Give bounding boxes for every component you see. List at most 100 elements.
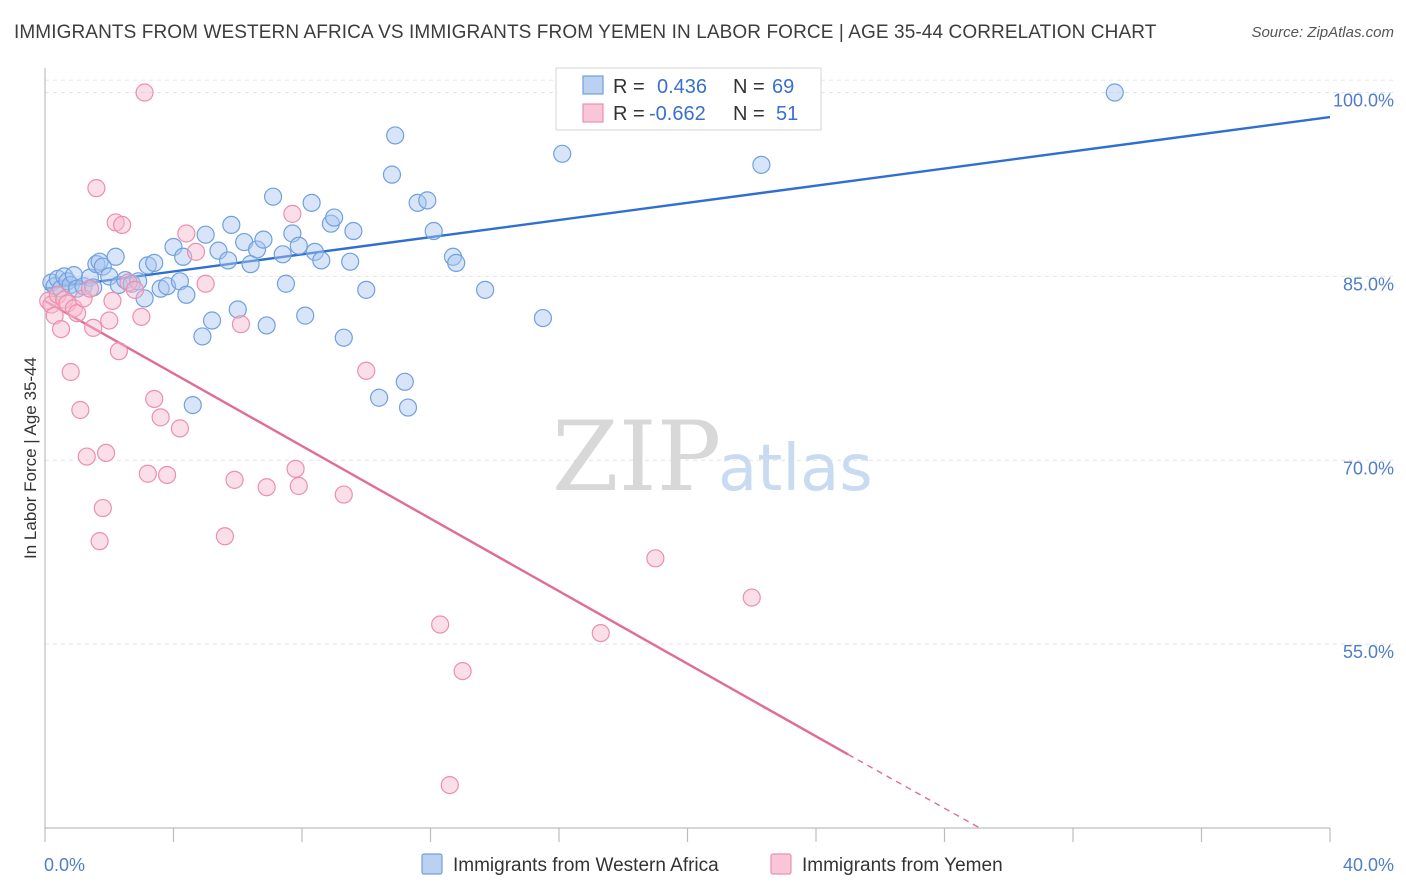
point-western-africa — [273, 245, 292, 264]
point-western-africa — [247, 240, 267, 259]
legend-r-value: 0.436 — [657, 76, 707, 98]
legend-n-label: N = — [733, 103, 765, 125]
point-yemen — [257, 478, 276, 497]
watermark: ZIP atlas — [552, 401, 873, 513]
point-yemen — [100, 311, 119, 330]
point-western-africa — [289, 236, 308, 255]
point-yemen — [591, 623, 610, 643]
point-yemen — [112, 215, 132, 235]
point-yemen — [431, 615, 450, 634]
legend-swatch-yemen — [582, 103, 604, 123]
point-western-africa — [312, 251, 331, 270]
point-yemen — [334, 485, 353, 504]
point-western-africa — [344, 221, 363, 241]
legend-swatch-western-africa — [582, 75, 604, 95]
trendline-yemen-extension — [847, 753, 981, 829]
chart-title: IMMIGRANTS FROM WESTERN AFRICA VS IMMIGR… — [14, 22, 1157, 43]
point-yemen — [87, 179, 106, 198]
point-western-africa — [382, 165, 402, 184]
point-western-africa — [447, 253, 466, 273]
point-western-africa — [106, 247, 125, 266]
point-yemen — [145, 389, 164, 409]
point-yemen — [286, 459, 305, 478]
point-western-africa — [209, 241, 228, 260]
legend-r-label: R = — [613, 76, 645, 98]
point-yemen — [84, 318, 103, 337]
data-points — [39, 83, 1124, 795]
legend-r-label: R = — [613, 103, 645, 125]
point-western-africa — [202, 311, 222, 330]
point-yemen — [151, 408, 170, 427]
point-western-africa — [276, 274, 296, 293]
point-yemen — [138, 464, 157, 483]
point-western-africa — [219, 251, 238, 270]
point-yemen — [646, 549, 665, 568]
point-western-africa — [196, 225, 215, 244]
point-yemen — [196, 274, 215, 293]
point-yemen — [225, 470, 244, 489]
point-western-africa — [257, 316, 276, 335]
legend-n-label: N = — [733, 76, 765, 98]
y-tick-label: 85.0% — [1343, 274, 1394, 294]
x-tick-label: 0.0% — [44, 855, 85, 875]
series-swatch-yemen — [770, 853, 792, 875]
point-western-africa — [164, 237, 183, 257]
point-western-africa — [145, 253, 164, 273]
point-yemen — [71, 400, 90, 420]
point-western-africa — [476, 280, 495, 299]
point-western-africa — [533, 308, 553, 328]
legend-n-value: 69 — [772, 76, 794, 98]
point-yemen — [80, 279, 100, 298]
point-western-africa — [357, 280, 376, 299]
watermark-atlas: atlas — [718, 432, 873, 506]
point-yemen — [132, 307, 151, 326]
point-western-africa — [325, 208, 344, 227]
y-tick-label: 100.0% — [1333, 91, 1394, 111]
series-label-yemen: Immigrants from Yemen — [802, 855, 1003, 876]
point-yemen — [103, 291, 122, 311]
point-yemen — [289, 476, 308, 496]
point-yemen — [109, 342, 128, 361]
point-western-africa — [263, 187, 283, 206]
point-western-africa — [222, 215, 241, 235]
x-tick-labels: 0.0% 40.0% — [44, 855, 1394, 875]
point-western-africa — [424, 221, 443, 241]
point-yemen — [96, 443, 116, 463]
point-western-africa — [183, 395, 202, 415]
point-yemen — [119, 273, 138, 292]
point-western-africa — [398, 398, 418, 417]
point-western-africa — [93, 257, 112, 276]
point-western-africa — [395, 372, 414, 391]
series-legend: Immigrants from Western Africa Immigrant… — [421, 853, 1003, 876]
point-western-africa — [752, 155, 771, 174]
y-tick-labels: 100.0% 85.0% 70.0% 55.0% — [1333, 91, 1394, 663]
point-yemen — [93, 498, 112, 518]
point-western-africa — [302, 193, 321, 212]
point-western-africa — [254, 230, 273, 249]
x-tick-label: 40.0% — [1343, 855, 1394, 875]
series-label-western-africa: Immigrants from Western Africa — [453, 855, 719, 876]
point-yemen — [283, 204, 302, 223]
point-yemen — [90, 532, 109, 551]
point-yemen — [77, 447, 96, 466]
point-yemen — [157, 465, 177, 485]
point-yemen — [453, 661, 472, 681]
legend-r-value: -0.662 — [649, 103, 706, 125]
point-yemen — [135, 83, 154, 102]
y-tick-label: 55.0% — [1343, 642, 1394, 662]
chart-source: Source: ZipAtlas.com — [1251, 24, 1394, 41]
trendlines — [44, 115, 1331, 829]
trendline-western-africa — [44, 115, 1331, 290]
point-western-africa — [1105, 83, 1124, 102]
point-western-africa — [177, 285, 196, 304]
point-western-africa — [228, 300, 247, 319]
correlation-legend: R = 0.436 N = 69 R = -0.662 N = 51 — [555, 67, 822, 131]
y-axis-label: In Labor Force | Age 35-44 — [21, 357, 40, 559]
point-western-africa — [193, 327, 212, 346]
point-yemen — [64, 299, 84, 318]
gridlines — [45, 79, 1395, 645]
point-yemen — [177, 224, 196, 243]
point-yemen — [74, 289, 93, 308]
point-western-africa — [334, 328, 353, 347]
